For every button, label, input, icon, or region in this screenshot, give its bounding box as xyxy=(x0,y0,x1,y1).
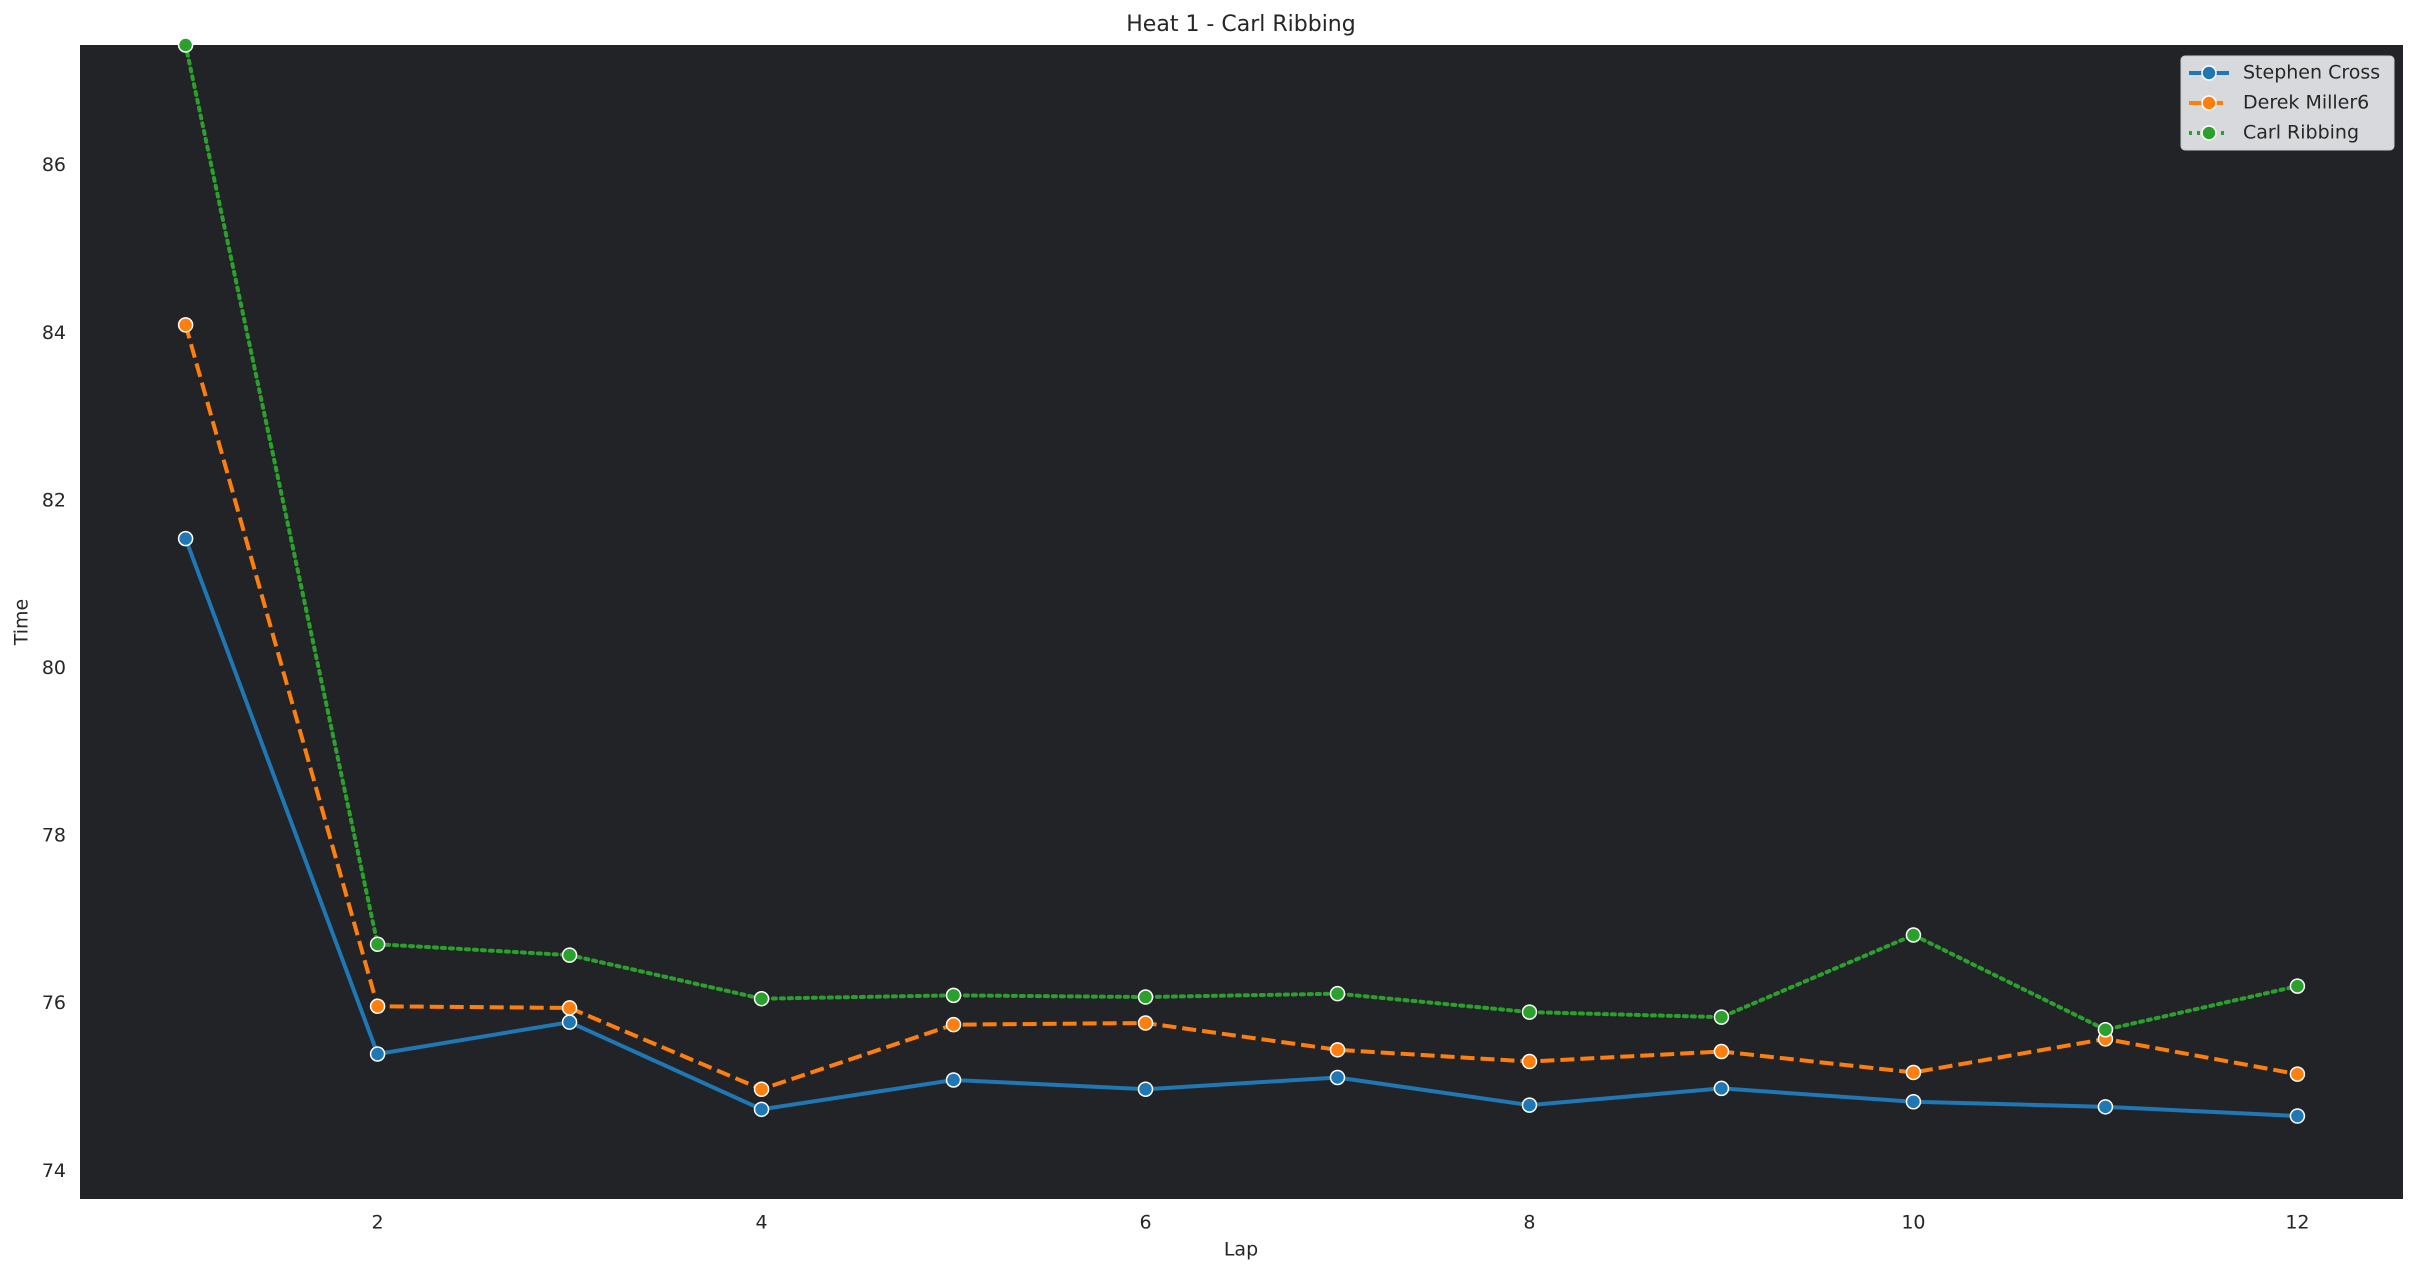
y-tick-label: 82 xyxy=(42,489,66,511)
y-tick-label: 80 xyxy=(42,657,66,679)
point xyxy=(2289,1108,2306,1124)
point xyxy=(1329,1042,1346,1058)
y-tick-label: 86 xyxy=(42,154,66,176)
point xyxy=(1905,1094,1922,1110)
y-tick-label: 84 xyxy=(42,322,66,344)
point xyxy=(561,1014,578,1030)
point xyxy=(177,530,194,547)
point xyxy=(561,947,578,963)
legend: Stephen Cross Derek Miller6 Carl Ribbing xyxy=(2180,55,2395,151)
y-tick-label: 74 xyxy=(42,1160,66,1182)
legend-label: Stephen Cross xyxy=(2243,62,2380,84)
y-tick-label: 78 xyxy=(42,825,66,847)
point xyxy=(177,317,194,333)
x-tick-label: 8 xyxy=(1523,1212,1535,1234)
point xyxy=(369,998,386,1014)
point xyxy=(1137,989,1154,1005)
x-tick-label: 6 xyxy=(1139,1212,1151,1234)
plot-content xyxy=(177,37,2306,1124)
point xyxy=(753,1081,770,1097)
point xyxy=(1521,1004,1538,1020)
point xyxy=(1713,1009,1730,1025)
point xyxy=(177,37,194,53)
series-line xyxy=(183,537,2298,1119)
x-axis-label: Lap xyxy=(1224,1239,1258,1261)
legend-label: Carl Ribbing xyxy=(2243,122,2359,144)
plot-area xyxy=(80,45,2403,1199)
legend-label: Derek Miller6 xyxy=(2243,92,2369,114)
y-axis-label: Time xyxy=(11,599,33,647)
legend-box xyxy=(2180,55,2395,151)
point xyxy=(945,987,962,1004)
x-tick-label: 12 xyxy=(2285,1212,2309,1234)
point xyxy=(2289,978,2306,994)
x-tick-label: 4 xyxy=(755,1212,767,1234)
point xyxy=(369,936,386,952)
point xyxy=(1713,1043,1730,1060)
point xyxy=(1329,1069,1346,1086)
legend-marker xyxy=(2201,65,2217,81)
point xyxy=(945,1016,962,1033)
point xyxy=(1329,985,1346,1002)
point xyxy=(1713,1080,1730,1097)
point xyxy=(1137,1081,1154,1097)
point xyxy=(753,1101,770,1118)
point xyxy=(1905,1064,1922,1081)
point xyxy=(2097,1099,2114,1115)
legend-marker xyxy=(2201,125,2217,141)
point xyxy=(561,1000,578,1016)
point xyxy=(2097,1021,2114,1038)
point xyxy=(945,1072,962,1088)
chart-title: Heat 1 - Carl Ribbing xyxy=(1126,12,1355,37)
point xyxy=(1137,1015,1154,1031)
point xyxy=(369,1046,386,1062)
point xyxy=(753,990,770,1007)
series-line xyxy=(183,324,2298,1092)
x-tick-label: 2 xyxy=(372,1212,384,1234)
y-tick-label: 76 xyxy=(42,992,66,1014)
legend-marker xyxy=(2201,95,2217,111)
point xyxy=(1905,927,1922,943)
point xyxy=(1521,1097,1538,1113)
point xyxy=(1521,1053,1538,1070)
point xyxy=(2289,1066,2306,1082)
series-line xyxy=(183,43,2300,1032)
x-tick-label: 10 xyxy=(1901,1212,1925,1234)
